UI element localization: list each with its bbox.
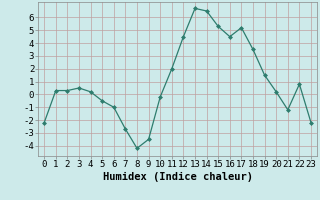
X-axis label: Humidex (Indice chaleur): Humidex (Indice chaleur) [103, 172, 252, 182]
